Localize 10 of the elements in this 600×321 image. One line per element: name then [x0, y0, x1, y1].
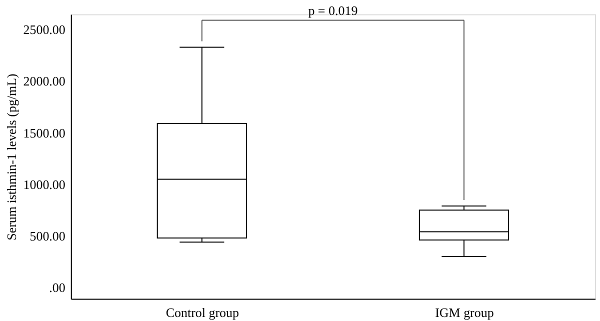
- annotation: p = 0.019: [308, 3, 358, 18]
- y-tick-label: 1500.00: [23, 125, 66, 140]
- x-tick-label: Control group: [166, 305, 239, 320]
- y-axis-title: Serum isthmin-1 levels (pg/mL): [4, 74, 20, 240]
- y-tick-label: 500.00: [30, 228, 66, 244]
- y-tick-label: 1000.00: [23, 176, 66, 192]
- y-tick-label: .00: [49, 280, 66, 295]
- x-tick-label: IGM group: [435, 305, 494, 320]
- y-tick-label: 2000.00: [23, 74, 66, 89]
- y-tick-label: 2500.00: [23, 22, 66, 38]
